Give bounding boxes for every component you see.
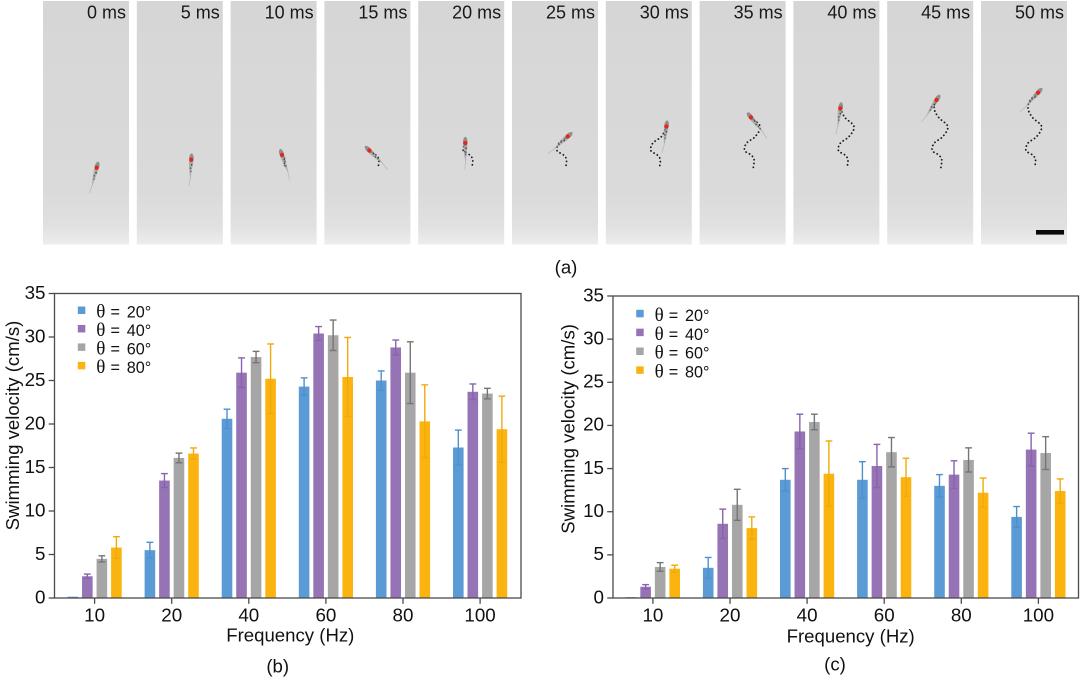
svg-text:0: 0	[35, 586, 45, 607]
svg-text:25 ms: 25 ms	[546, 3, 595, 23]
svg-text:θ=40°: θ = 40°	[655, 324, 710, 345]
svg-text:40: 40	[797, 604, 818, 625]
svg-text:15: 15	[25, 456, 46, 477]
svg-text:10: 10	[642, 604, 663, 625]
svg-text:θ=80°: θ = 80°	[96, 357, 151, 378]
svg-text:45 ms: 45 ms	[921, 3, 970, 23]
svg-text:θ=20°: θ = 20°	[96, 302, 151, 323]
svg-text:80: 80	[951, 604, 972, 625]
svg-text:θ=20°: θ = 20°	[655, 305, 710, 326]
svg-text:20 ms: 20 ms	[452, 3, 501, 23]
svg-text:25: 25	[583, 371, 604, 392]
svg-text:θ=40°: θ = 40°	[96, 320, 151, 341]
svg-text:(c): (c)	[824, 654, 846, 675]
svg-text:35: 35	[583, 284, 604, 305]
svg-text:10 ms: 10 ms	[265, 3, 314, 23]
svg-text:25: 25	[25, 369, 46, 390]
svg-text:10: 10	[583, 500, 604, 521]
svg-text:10: 10	[25, 499, 46, 520]
svg-text:40 ms: 40 ms	[827, 3, 876, 23]
svg-text:0 ms: 0 ms	[87, 3, 126, 23]
svg-text:0: 0	[594, 586, 604, 607]
svg-text:35: 35	[25, 282, 46, 303]
svg-text:60: 60	[874, 604, 895, 625]
svg-text:5 ms: 5 ms	[181, 3, 220, 23]
svg-text:5: 5	[594, 543, 604, 564]
svg-text:30 ms: 30 ms	[640, 3, 689, 23]
svg-text:20: 20	[25, 412, 46, 433]
svg-text:5: 5	[35, 543, 45, 564]
svg-text:60: 60	[315, 604, 336, 625]
svg-text:Frequency (Hz): Frequency (Hz)	[226, 625, 354, 646]
svg-text:80: 80	[393, 604, 414, 625]
svg-text:35 ms: 35 ms	[734, 3, 783, 23]
svg-text:15: 15	[583, 457, 604, 478]
svg-text:40: 40	[238, 604, 259, 625]
svg-text:20: 20	[161, 604, 182, 625]
svg-text:θ=80°: θ = 80°	[655, 362, 710, 383]
svg-text:(b): (b)	[266, 656, 289, 677]
svg-text:100: 100	[464, 604, 495, 625]
svg-text:Swimming velocity (cm/s): Swimming velocity (cm/s)	[557, 324, 578, 534]
svg-text:10: 10	[84, 604, 105, 625]
svg-text:100: 100	[1023, 604, 1054, 625]
svg-text:15 ms: 15 ms	[358, 3, 407, 23]
svg-text:Frequency (Hz): Frequency (Hz)	[787, 625, 915, 646]
svg-text:30: 30	[25, 325, 46, 346]
svg-text:30: 30	[583, 327, 604, 348]
svg-text:Swimming velocity (cm/s): Swimming velocity (cm/s)	[2, 321, 23, 531]
svg-text:20: 20	[720, 604, 741, 625]
svg-text:θ=60°: θ = 60°	[655, 343, 710, 364]
svg-text:(a): (a)	[555, 256, 578, 277]
svg-text:θ=60°: θ = 60°	[96, 339, 151, 360]
svg-text:50 ms: 50 ms	[1015, 3, 1064, 23]
svg-text:20: 20	[583, 414, 604, 435]
